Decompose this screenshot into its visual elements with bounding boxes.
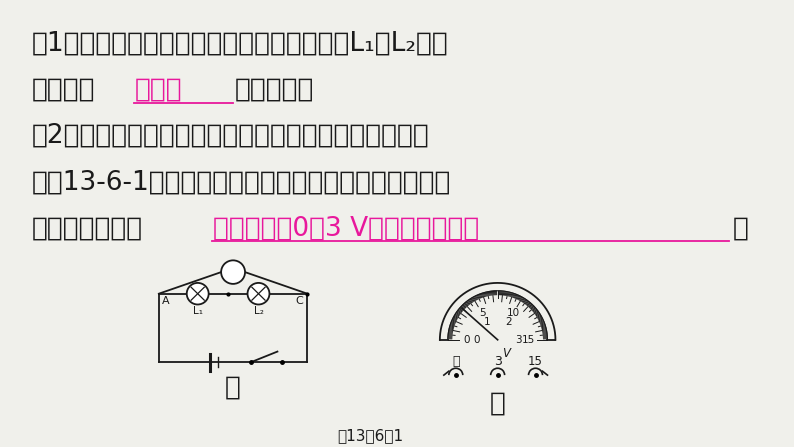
Text: 2: 2 [505, 317, 511, 327]
Text: 选择规格: 选择规格 [31, 77, 94, 103]
Circle shape [187, 283, 209, 304]
Text: 乙: 乙 [490, 391, 506, 417]
Text: 1: 1 [484, 317, 491, 327]
Text: B: B [222, 272, 230, 282]
Text: 3: 3 [515, 335, 522, 345]
Text: A: A [162, 295, 169, 306]
Text: C: C [295, 295, 303, 306]
Text: 0: 0 [473, 335, 480, 345]
Text: V: V [502, 347, 510, 360]
Text: －: － [452, 355, 460, 368]
Text: 甲: 甲 [225, 374, 241, 400]
Text: 。: 。 [733, 215, 749, 241]
Text: V: V [229, 268, 237, 278]
Text: 0: 0 [464, 335, 470, 345]
Text: 15: 15 [522, 335, 535, 345]
Text: 5: 5 [479, 308, 485, 318]
Text: 不相同: 不相同 [135, 77, 183, 103]
Text: （1）为了使探究得出的结论具有普遍意义，L₁、L₂应该: （1）为了使探究得出的结论具有普遍意义，L₁、L₂应该 [31, 31, 448, 57]
Text: 电压表选用0～3 V的量程进行实验: 电压表选用0～3 V的量程进行实验 [213, 215, 479, 241]
Text: 的小灯泡。: 的小灯泡。 [234, 77, 314, 103]
Text: 如图13-6-1乙所示，为了使实验结果更准确，接下来她: 如图13-6-1乙所示，为了使实验结果更准确，接下来她 [31, 169, 451, 195]
Text: 3: 3 [494, 355, 502, 368]
Circle shape [221, 260, 245, 284]
Text: L₁: L₁ [193, 307, 202, 316]
Circle shape [248, 283, 269, 304]
Text: （2）海英根据甲图连接好电路，闭合开关，电压表示数: （2）海英根据甲图连接好电路，闭合开关，电压表示数 [31, 123, 429, 149]
Text: 15: 15 [528, 355, 543, 368]
Text: 10: 10 [507, 308, 519, 318]
Text: 应该断开开关，: 应该断开开关， [31, 215, 142, 241]
Text: L₂: L₂ [253, 307, 264, 316]
Text: 图13－6－1: 图13－6－1 [337, 428, 403, 443]
